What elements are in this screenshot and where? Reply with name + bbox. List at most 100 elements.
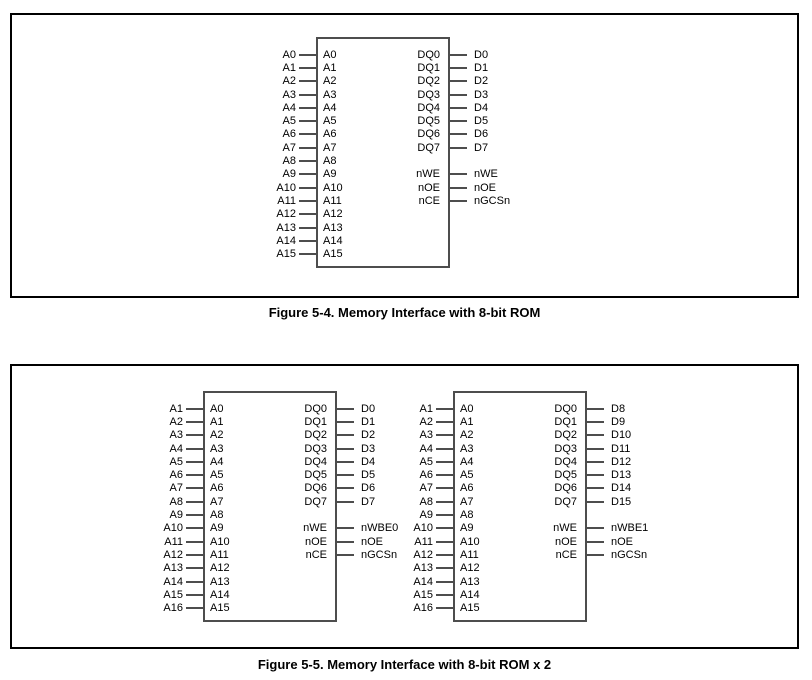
pin-row: A7 A6 DQ6 D14 xyxy=(395,482,659,495)
pin-row: A9 A8 xyxy=(145,508,409,521)
pin-wire-left xyxy=(183,567,203,570)
pin-int-left-label: A14 xyxy=(323,234,343,247)
pin-int-left-label: A8 xyxy=(460,509,474,522)
pin-ext-right-label: D7 xyxy=(361,495,376,508)
pin-ext-right-label: nGCSn xyxy=(474,194,511,207)
pin-wire-left xyxy=(183,487,203,490)
pin-int-right-label: nWE xyxy=(303,522,327,535)
pin-int-left-label: A3 xyxy=(323,88,337,101)
pin-rows: A1 A0 DQ0 D8 A2 A1 DQ1 D9 A3 A2 DQ2 D10 A4 A3 DQ3 D11 A5… xyxy=(395,391,659,615)
pin-row: A10 A9 nWE nWBE1 xyxy=(395,522,659,535)
pin-wire-left xyxy=(296,53,316,56)
chip-interior-row: A13 xyxy=(316,222,450,234)
pin-int-right-label: nWE xyxy=(553,522,577,535)
chip-interior-row: A11 nCE xyxy=(203,549,337,561)
pin-ext-left-label: A7 xyxy=(282,141,296,154)
pin-wire-left xyxy=(183,460,203,463)
pin-ext-right-label: D8 xyxy=(611,402,626,415)
pin-wire-left xyxy=(433,567,453,570)
pin-wire-right xyxy=(587,420,607,423)
pin-int-left-label: A5 xyxy=(460,469,474,482)
pin-wire-left xyxy=(433,407,453,410)
pin-ext-left-label: A10 xyxy=(163,522,183,535)
pin-wire-left xyxy=(433,434,453,437)
pin-int-left-label: A13 xyxy=(323,221,343,234)
chip-interior-row: A6 DQ6 xyxy=(453,482,587,494)
pin-int-left-label: A5 xyxy=(210,469,224,482)
pin-wire-left xyxy=(183,514,203,517)
pin-ext-left-label: A5 xyxy=(169,455,183,468)
chip-interior-row: A0 DQ0 xyxy=(203,403,337,415)
pin-ext-right-label: D4 xyxy=(361,455,376,468)
pin-ext-right-label: D5 xyxy=(474,115,489,128)
pin-ext-left-label: A10 xyxy=(276,181,296,194)
pin-ext-left-label: A12 xyxy=(413,548,433,561)
pin-int-left-label: A13 xyxy=(210,575,230,588)
pin-int-right-label: DQ2 xyxy=(417,75,440,88)
pin-int-right-label: DQ7 xyxy=(417,141,440,154)
pin-ext-left-label: A1 xyxy=(419,402,433,415)
chip-interior-row: A14 xyxy=(203,589,337,601)
pin-int-left-label: A12 xyxy=(210,562,230,575)
pin-wire-left xyxy=(433,500,453,503)
pin-ext-right-label: nGCSn xyxy=(611,548,648,561)
pin-ext-right-label: D7 xyxy=(474,141,489,154)
pin-int-left-label: A4 xyxy=(323,101,337,114)
chip-interior-row: A7 DQ7 xyxy=(453,496,587,508)
pin-int-left-label: A10 xyxy=(210,535,230,548)
pin-ext-left-label: A8 xyxy=(169,495,183,508)
pin-int-right-label: DQ0 xyxy=(417,48,440,61)
pin-ext-left-label: A6 xyxy=(169,469,183,482)
pin-wire-right xyxy=(450,173,470,176)
pin-ext-right-label: nGCSn xyxy=(361,548,398,561)
pin-ext-left-label: A4 xyxy=(419,442,433,455)
chip-interior-row: A3 DQ3 xyxy=(453,443,587,455)
pin-wire-left xyxy=(183,447,203,450)
pin-ext-right-label: D15 xyxy=(611,495,632,508)
pin-row: A16 A15 xyxy=(395,601,659,614)
pin-wire-left xyxy=(296,239,316,242)
chip-interior-row: A1 DQ1 xyxy=(453,416,587,428)
rom-chip-diagram: A0 A0 DQ0 D0 A1 A1 DQ1 D1 A2 A2 DQ2 D2 A3 A3 DQ3 D3 A4 A4… xyxy=(258,37,522,268)
pin-int-left-label: A6 xyxy=(323,128,337,141)
pin-ext-left-label: A10 xyxy=(413,522,433,535)
chip-interior-row: A5 DQ5 xyxy=(316,115,450,127)
pin-ext-left-label: A14 xyxy=(163,575,183,588)
chip-interior-row: A15 xyxy=(316,248,450,260)
chip-interior-row: A9 nWE xyxy=(316,168,450,180)
pin-wire-left xyxy=(183,540,203,543)
pin-ext-right-label: D3 xyxy=(361,442,376,455)
pin-wire-right xyxy=(587,447,607,450)
pin-row: A11 A11 nCE nGCSn xyxy=(258,194,522,207)
pin-wire-right xyxy=(337,434,357,437)
pin-int-left-label: A6 xyxy=(460,482,474,495)
pin-ext-left-label: A15 xyxy=(163,588,183,601)
pin-ext-left-label: A0 xyxy=(282,48,296,61)
pin-ext-left-label: A2 xyxy=(419,415,433,428)
pin-int-left-label: A1 xyxy=(210,415,224,428)
chip-interior-row: A1 DQ1 xyxy=(316,62,450,74)
pin-wire-left xyxy=(183,434,203,437)
pin-int-left-label: A9 xyxy=(460,522,474,535)
pin-int-left-label: A11 xyxy=(323,194,342,207)
figure-caption: Figure 5-5. Memory Interface with 8-bit … xyxy=(257,657,552,672)
pin-int-left-label: A11 xyxy=(460,548,479,561)
pin-ext-right-label: nOE xyxy=(611,535,634,548)
pin-wire-left xyxy=(183,553,203,556)
pin-wire-right xyxy=(587,407,607,410)
pin-ext-left-label: A9 xyxy=(169,509,183,522)
chip-interior-row: A10 nOE xyxy=(316,182,450,194)
pin-row: A3 A2 DQ2 D10 xyxy=(395,429,659,442)
pin-row: A15 A15 xyxy=(258,247,522,260)
pin-ext-left-label: A3 xyxy=(282,88,296,101)
pin-row: A10 A10 nOE nOE xyxy=(258,181,522,194)
chip-interior-row: A3 DQ3 xyxy=(316,89,450,101)
pin-wire-left xyxy=(296,173,316,176)
pin-wire-left xyxy=(433,593,453,596)
pin-row: A13 A12 xyxy=(145,562,409,575)
pin-int-right-label: DQ6 xyxy=(554,482,577,495)
pin-int-left-label: A10 xyxy=(323,181,343,194)
chip-interior-row: A5 DQ5 xyxy=(453,469,587,481)
chip-interior-row: A15 xyxy=(453,602,587,614)
pin-ext-left-label: A16 xyxy=(413,602,433,615)
